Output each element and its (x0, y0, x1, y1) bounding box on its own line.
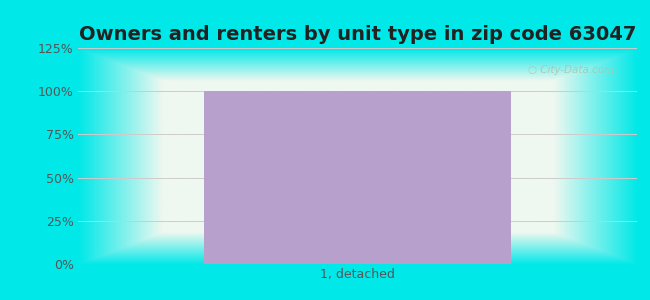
Title: Owners and renters by unit type in zip code 63047: Owners and renters by unit type in zip c… (79, 25, 636, 44)
Bar (203, 91, 512, 264)
Text: ○ City-Data.com: ○ City-Data.com (528, 65, 615, 75)
